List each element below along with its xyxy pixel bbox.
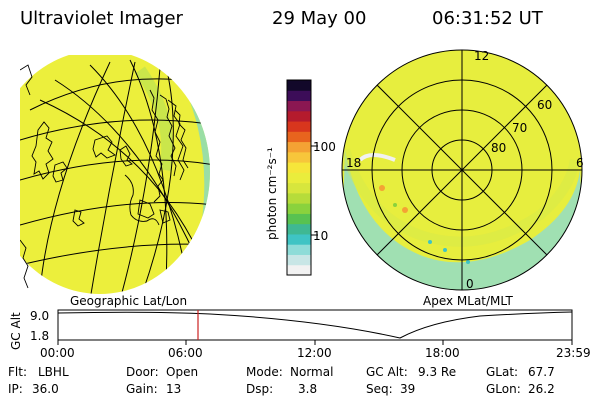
colorbar-cell xyxy=(287,131,311,143)
colorbar-cell xyxy=(287,121,311,132)
mlt-label-18: 18 xyxy=(346,156,361,170)
altitude-xtick-0000: 00:00 xyxy=(40,346,75,360)
colorbar-cell xyxy=(287,203,311,214)
mode-label: Mode: xyxy=(246,365,283,379)
lat-label-80: 80 xyxy=(491,141,506,155)
ip-value: 36.0 xyxy=(32,382,59,396)
seq-label: Seq: xyxy=(366,382,393,396)
colorbar-cell xyxy=(287,264,311,276)
lat-label-70: 70 xyxy=(512,121,527,135)
gcalt-label: GC Alt: xyxy=(366,365,408,379)
colorbar-tick-10: 10 xyxy=(313,229,328,243)
mlt-label-0: 0 xyxy=(466,277,474,291)
altitude-xtick-2359: 23:59 xyxy=(556,346,591,360)
mlt-label-12: 12 xyxy=(474,49,489,63)
coastlines xyxy=(31,89,189,227)
door-value: Open xyxy=(166,365,199,379)
altitude-ytick-9: 9.0 xyxy=(30,309,49,323)
polar-auroral-edge xyxy=(342,150,582,290)
colorbar-cell xyxy=(287,254,311,266)
date-label: 29 May 00 xyxy=(272,8,367,29)
colorbar-cell xyxy=(287,80,311,91)
mlt-label-6: 6 xyxy=(576,156,584,170)
mode-value: Normal xyxy=(290,365,334,379)
gcalt-value: 9.3 Re xyxy=(418,365,457,379)
altitude-ytick-1-8: 1.8 xyxy=(30,329,49,343)
glat-label: GLat: xyxy=(486,365,519,379)
colorbar-unit-label: photon cm⁻²s⁻¹ xyxy=(265,147,279,240)
altitude-plot-frame xyxy=(57,309,573,341)
colorbar-cell xyxy=(287,110,311,122)
colorbar-cell xyxy=(287,244,311,255)
colorbar-cell xyxy=(287,213,311,225)
flt-label: Flt: xyxy=(8,365,27,379)
geo-panel-label: Geographic Lat/Lon xyxy=(70,294,187,308)
instrument-title: Ultraviolet Imager xyxy=(20,8,183,29)
colorbar-cell xyxy=(287,141,311,153)
altitude-xtick-1200: 12:00 xyxy=(297,346,332,360)
time-label: 06:31:52 UT xyxy=(432,8,543,29)
flt-value: LBHL xyxy=(38,365,69,379)
altitude-xtick-0600: 06:00 xyxy=(168,346,203,360)
gain-label: Gain: xyxy=(126,382,158,396)
gain-value: 13 xyxy=(166,382,182,396)
colorbar-cell xyxy=(287,151,311,163)
colorbar-tick-100: 100 xyxy=(313,140,336,154)
colorbar-cell xyxy=(287,233,311,245)
ip-label: IP: xyxy=(8,382,23,396)
polar-panel-label: Apex MLat/MLT xyxy=(423,294,513,308)
colorbar-cell xyxy=(287,172,311,184)
geo-graticule xyxy=(20,59,210,294)
colorbar-cell xyxy=(287,100,311,112)
colorbar-cell xyxy=(287,162,311,173)
colorbar-cell xyxy=(287,182,311,194)
glon-value: 26.2 xyxy=(528,382,555,396)
polar-grid xyxy=(341,49,583,291)
glat-value: 67.7 xyxy=(528,365,555,379)
colorbar-cell xyxy=(287,223,311,235)
altitude-curve xyxy=(57,311,573,339)
door-label: Door: xyxy=(126,365,159,379)
colorbar-cell xyxy=(287,192,311,204)
colorbar-cell xyxy=(287,90,311,102)
altitude-ylabel: GC Alt xyxy=(9,312,23,350)
altitude-ticks xyxy=(57,340,573,345)
altitude-xtick-1800: 18:00 xyxy=(425,346,460,360)
dsp-value: 3.8 xyxy=(298,382,318,396)
glon-label: GLon: xyxy=(486,382,521,396)
seq-value: 39 xyxy=(400,382,416,396)
lat-label-60: 60 xyxy=(537,98,552,112)
dsp-label: Dsp: xyxy=(246,382,274,396)
